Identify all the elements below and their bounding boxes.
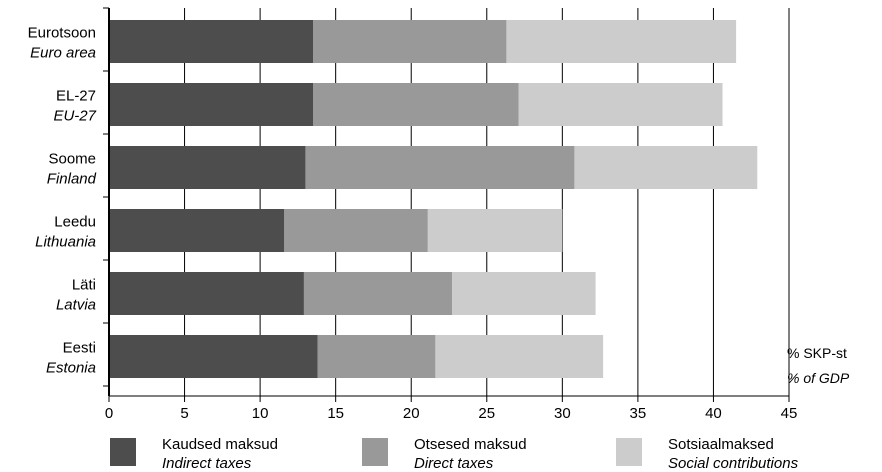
x-tick-label: 30 — [554, 405, 571, 422]
bar-segment — [506, 20, 737, 63]
legend-swatch — [110, 438, 136, 466]
legend-label-et: Otsesed maksud — [414, 436, 527, 453]
bar-segment — [574, 146, 758, 189]
bar-segment — [109, 272, 304, 315]
x-tick-label: 35 — [630, 405, 647, 422]
bar-segment — [305, 146, 575, 189]
x-tick-label: 40 — [705, 405, 722, 422]
bar-segment — [317, 335, 436, 378]
x-tick-label: 15 — [327, 405, 344, 422]
bar-segment — [427, 209, 563, 252]
bar-segment — [109, 209, 285, 252]
bar-segment — [518, 83, 723, 126]
bar-segment — [284, 209, 428, 252]
x-tick-label: 0 — [105, 405, 113, 422]
category-label-et: Leedu — [54, 214, 96, 231]
bar-segment — [109, 335, 318, 378]
category-label-en: Finland — [47, 171, 97, 188]
legend-label-en: Social contributions — [668, 455, 799, 472]
bar-segment — [435, 335, 604, 378]
legend-label-et: Sotsiaalmaksed — [668, 436, 774, 453]
bar-segment — [303, 272, 453, 315]
bar-segment — [109, 83, 313, 126]
unit-label-en: % of GDP — [787, 370, 850, 386]
x-tick-label: 25 — [478, 405, 495, 422]
bar-segment — [109, 146, 306, 189]
bar-segment — [313, 20, 507, 63]
legend-swatch — [616, 438, 642, 466]
legend-label-en: Indirect taxes — [162, 455, 252, 472]
bar-segment — [313, 83, 519, 126]
bar-segment — [452, 272, 596, 315]
legend-label-en: Direct taxes — [414, 455, 494, 472]
unit-label-et: % SKP-st — [787, 345, 847, 361]
legend-swatch — [362, 438, 388, 466]
grid-lines — [184, 8, 790, 396]
category-label-en: Euro area — [30, 45, 96, 62]
category-label-et: Läti — [72, 277, 96, 294]
x-tick-label: 45 — [781, 405, 798, 422]
axes — [103, 7, 790, 402]
legend-label-et: Kaudsed maksud — [162, 436, 278, 453]
category-labels: Eurotsoon Euro area EL-27 EU-27 Soome Finland… — [28, 25, 97, 377]
unit-label: % SKP-st % of GDP — [787, 345, 850, 386]
x-tick-label: 10 — [252, 405, 269, 422]
category-label-et: Eurotsoon — [28, 25, 96, 42]
x-tick-label: 5 — [180, 405, 188, 422]
category-label-et: EL-27 — [56, 88, 96, 105]
x-tick-labels: 0 5 10 15 20 25 30 35 40 45 — [105, 405, 798, 422]
bar-segment — [109, 20, 313, 63]
category-label-en: Latvia — [56, 297, 96, 314]
bars — [109, 20, 758, 378]
category-label-en: Estonia — [46, 360, 96, 377]
category-label-en: Lithuania — [35, 234, 96, 251]
category-label-et: Soome — [48, 151, 96, 168]
x-tick-label: 20 — [403, 405, 420, 422]
category-label-et: Eesti — [63, 340, 96, 357]
legend: Kaudsed maksud Indirect taxes Otsesed maks… — [110, 436, 799, 472]
category-label-en: EU-27 — [53, 108, 96, 125]
